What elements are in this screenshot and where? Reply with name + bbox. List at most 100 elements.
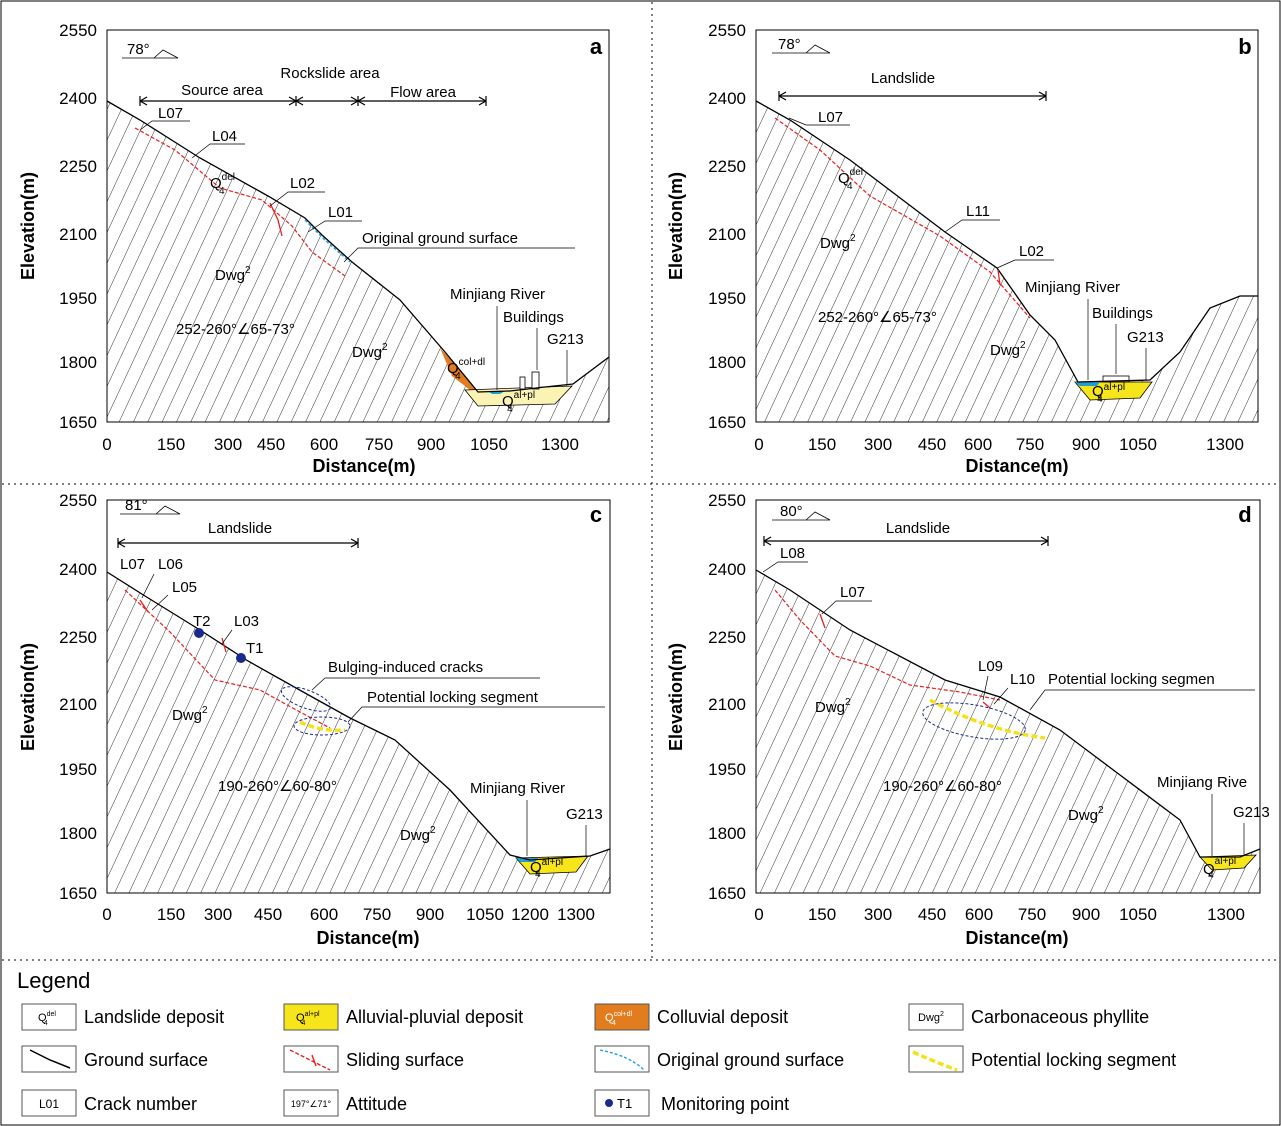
y-tick: 1950 [59, 760, 97, 779]
dwg-label: Dwg2 [815, 697, 851, 716]
bulging-ellipse [280, 686, 332, 712]
road-label: G213 [1127, 329, 1164, 346]
attitude-label: 78° [127, 41, 150, 58]
crack-label: L11 [966, 203, 990, 220]
y-tick: 1650 [708, 884, 746, 903]
attitude-label: 80° [780, 503, 803, 520]
dwg-label: Dwg2 [215, 265, 251, 284]
locking-segment [929, 698, 1046, 740]
leader-line [141, 573, 155, 599]
monitoring-point-icon [605, 1099, 613, 1107]
crack-label: L01 [328, 204, 353, 221]
panel-a-x-ticks: 0 150 300 450 600 750 900 1050 1300 [102, 435, 579, 454]
building [531, 371, 540, 390]
monitoring-label: T1 [246, 640, 264, 657]
bedrock-hatch [107, 101, 609, 422]
x-axis-title: Distance(m) [312, 456, 415, 476]
crack-label: L10 [1010, 671, 1035, 688]
colluvial-label: Qcol+dl 4 [447, 357, 485, 382]
leader-line [993, 687, 1009, 705]
structure-attitude: 252-260°∠65-73° [818, 309, 937, 326]
x-tick: 1050 [466, 905, 504, 924]
ground-surface [106, 571, 611, 861]
crack-label: L09 [978, 658, 1003, 675]
y-tick: 1800 [59, 824, 97, 843]
leader-line [347, 706, 605, 723]
landslide-label: Landslide [886, 520, 950, 537]
x-tick: 900 [1072, 435, 1100, 454]
x-tick: 600 [310, 905, 338, 924]
legend-symbol: 197°∠71° [291, 1099, 332, 1109]
y-tick: 2550 [708, 491, 746, 510]
panel-d-x-ticks: 0 150 300 450 600 750 900 1050 1300 [754, 905, 1245, 924]
leader-line [762, 561, 808, 573]
y-tick: 1800 [708, 824, 746, 843]
arrow-heads [763, 536, 1049, 546]
crack-label: L06 [158, 556, 183, 573]
y-tick: 2100 [59, 225, 97, 244]
legend-label: Alluvial-pluvial deposit [346, 1007, 523, 1027]
locking-label: Potential locking segmen [1048, 671, 1215, 688]
x-tick: 1300 [1206, 435, 1244, 454]
x-tick: 150 [808, 905, 836, 924]
panel-letter: c [590, 502, 602, 527]
attitude-label: 81° [125, 497, 148, 514]
y-tick: 1800 [708, 353, 746, 372]
monitoring-point-t1 [236, 653, 246, 663]
x-tick: 600 [310, 435, 338, 454]
y-tick: 1650 [59, 413, 97, 432]
leader-line [982, 675, 989, 701]
x-tick: 450 [918, 905, 946, 924]
road-label: G213 [566, 806, 603, 823]
x-tick: 0 [102, 905, 111, 924]
legend-symbol: Qdel 4 [38, 1011, 56, 1027]
legend-label: Landslide deposit [84, 1007, 224, 1027]
alluvial-label: Qal+pl 4 [530, 857, 563, 880]
locking-label: Potential locking segment [367, 689, 539, 706]
legend-swatch-phyllite [908, 1003, 964, 1031]
buildings-label: Buildings [1092, 305, 1153, 322]
crack-trace [997, 269, 1001, 286]
y-tick: 2550 [708, 21, 746, 40]
legend-swatch-attitude [283, 1089, 339, 1117]
road-label: G213 [547, 331, 584, 348]
crack-label: L02 [290, 175, 315, 192]
x-tick: 300 [864, 435, 892, 454]
y-axis-title: Elevation(m) [666, 172, 686, 280]
y-tick: 2250 [59, 628, 97, 647]
river-water [516, 858, 538, 862]
leader-line [307, 220, 362, 233]
x-tick: 0 [754, 435, 763, 454]
river-label: Minjiang River [1025, 279, 1120, 296]
crack-trace [819, 613, 991, 709]
structure-attitude: 252-260°∠65-73° [176, 321, 295, 338]
dwg-label: Dwg2 [352, 342, 388, 361]
legend-swatch-crack-number [21, 1089, 77, 1117]
legend-symbol: Qal+pl 4 [296, 1011, 320, 1027]
original-ground-icon [599, 1049, 645, 1071]
y-tick: 1950 [708, 760, 746, 779]
sliding-surface [774, 117, 1031, 319]
dwg-label: Dwg2 [172, 705, 208, 724]
y-tick: 2250 [59, 157, 97, 176]
legend-label: Potential locking segment [971, 1050, 1176, 1070]
x-tick: 750 [1016, 435, 1044, 454]
river-label: Minjiang River [450, 286, 545, 303]
y-tick: 2100 [708, 225, 746, 244]
crack-icon [311, 1054, 317, 1067]
y-tick: 1950 [708, 289, 746, 308]
y-tick: 2400 [708, 89, 746, 108]
building [519, 376, 526, 390]
y-tick: 2400 [59, 560, 97, 579]
bulging-label: Bulging-induced cracks [328, 659, 483, 676]
dwg-label: Dwg2 [1068, 805, 1104, 824]
panel-b: 2550 2400 2250 2100 1950 1800 1650 0 150… [666, 21, 1259, 476]
panel-letter: b [1238, 34, 1251, 59]
x-tick: 0 [754, 905, 763, 924]
x-tick: 600 [964, 435, 992, 454]
x-tick: 1050 [470, 435, 508, 454]
leader-line [139, 120, 190, 131]
building [1102, 375, 1130, 383]
